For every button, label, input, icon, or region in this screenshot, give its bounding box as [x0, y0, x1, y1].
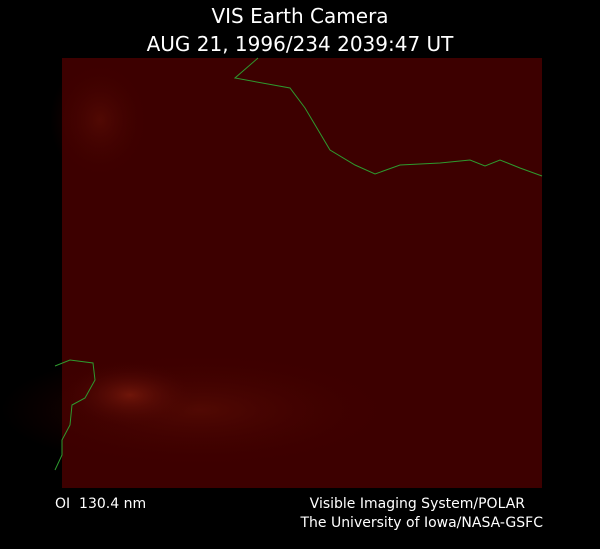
instrument-label: Visible Imaging System/POLAR	[310, 496, 526, 512]
coastline	[233, 57, 543, 177]
aurora-glow	[60, 360, 200, 430]
aurora-glow	[50, 60, 150, 180]
camera-image	[0, 57, 543, 488]
aurora-glow	[0, 350, 400, 470]
credit-label: The University of Iowa/NASA-GSFC	[299, 515, 543, 531]
timestamp: AUG 21, 1996/234 2039:47 UT	[147, 32, 455, 56]
title: VIS Earth Camera	[211, 4, 388, 28]
filter-label: OI 130.4 nm	[55, 496, 146, 512]
coastline	[54, 359, 96, 471]
